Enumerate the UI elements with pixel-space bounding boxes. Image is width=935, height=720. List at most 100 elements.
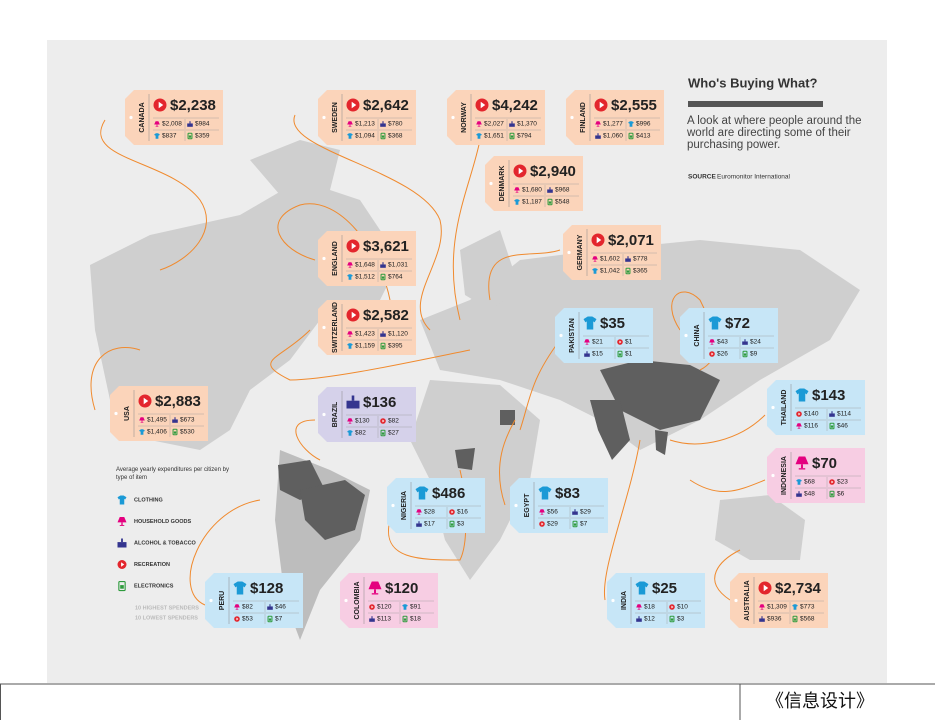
icon	[187, 132, 193, 140]
icon-lamp	[514, 187, 520, 191]
tag-hole	[734, 598, 738, 603]
icon-shirt	[708, 316, 722, 330]
tag-shape	[767, 380, 865, 435]
icon-screen	[830, 425, 834, 428]
icon-lamp	[795, 456, 809, 465]
tag-item-value: $530	[180, 429, 195, 436]
icon-bottles	[346, 400, 360, 409]
icon	[709, 351, 715, 357]
icon	[117, 517, 127, 526]
tag-total: $136	[363, 394, 396, 411]
icon-screen	[381, 432, 385, 435]
tag-item-value: $568	[800, 616, 815, 623]
icon	[346, 239, 360, 253]
tag-item-value: $936	[767, 616, 782, 623]
icon-bottles	[572, 511, 578, 515]
icon-lamp	[595, 121, 601, 125]
icon-lamp	[476, 121, 482, 125]
tag-shape	[555, 308, 653, 363]
tag: PERU $128 $82 $46 $53 $7	[205, 573, 303, 628]
icon-device	[118, 580, 126, 592]
icon-device	[628, 132, 634, 140]
icon-screen	[830, 493, 834, 496]
tag-hole	[451, 115, 455, 120]
tag-total: $2,734	[775, 580, 822, 597]
icon-screen	[510, 135, 514, 138]
icon-shirt	[402, 604, 408, 610]
icon-play	[158, 101, 164, 109]
icon-play	[518, 167, 524, 175]
tag-item-value: $2,027	[484, 121, 504, 128]
tag-hole	[129, 115, 133, 120]
tag-item-value: $6	[837, 491, 845, 498]
icon-neck	[761, 616, 763, 619]
tag-item-value: $673	[180, 417, 195, 424]
icon-shirt	[628, 121, 634, 127]
icon-lamp-foot	[348, 336, 352, 337]
icon-screen	[381, 345, 385, 348]
icon	[117, 560, 127, 569]
icon	[625, 267, 631, 275]
legend-item: RECREATION	[134, 562, 170, 568]
icon-lamp	[117, 517, 127, 523]
icon	[380, 429, 386, 437]
icon	[347, 274, 353, 280]
icon-shirt	[139, 429, 145, 435]
icon-lamp-foot	[348, 423, 352, 424]
icon	[708, 316, 722, 330]
icon-screen	[629, 135, 633, 138]
tag: SWEDEN $2,642 $1,213 $780 $1,094 $368	[318, 90, 416, 145]
icon-neck	[371, 616, 373, 619]
icon	[594, 98, 608, 112]
icon-bottles	[796, 493, 802, 497]
tag-item-value: $1,094	[355, 133, 375, 140]
icon-lamp-base	[597, 124, 599, 127]
icon-lamp-base	[516, 190, 518, 193]
tag-item-value: $837	[162, 133, 177, 140]
icon-bottles	[509, 123, 515, 127]
tag-item-value: $28	[424, 509, 435, 516]
icon-lamp-base	[156, 124, 158, 127]
icon	[539, 521, 545, 527]
icon	[617, 350, 623, 358]
tag-item-value: $140	[804, 411, 819, 418]
icon-lamp	[368, 581, 382, 590]
icon-screen	[573, 523, 577, 526]
icon-neck	[511, 121, 513, 124]
icon-bottles	[172, 419, 178, 423]
icon-shirt	[117, 495, 127, 505]
subtitle-box: A look at where people around the world …	[687, 115, 862, 151]
tag: BRAZIL $136 $130 $82 $82 $27	[318, 387, 416, 442]
icon-device	[172, 428, 178, 436]
tag-shape	[510, 478, 608, 533]
tag: NORWAY $4,242 $2,027 $1,370 $1,651 $794	[447, 90, 545, 145]
icon-neck	[189, 121, 191, 124]
icon	[509, 121, 515, 127]
tag-country: SWEDEN	[332, 102, 339, 133]
icon-shirt	[415, 486, 429, 500]
icon-screen	[626, 270, 630, 273]
icon-bottles	[267, 606, 273, 610]
icon-neck	[382, 331, 384, 334]
icon	[829, 490, 835, 498]
tag-country: BRAZIL	[332, 401, 339, 427]
tag-item-value: $764	[388, 274, 403, 281]
tag-item-value: $1	[625, 339, 633, 346]
tag-item-value: $9	[750, 351, 758, 358]
icon-lamp-foot	[155, 126, 159, 127]
tag-item-value: $29	[547, 521, 558, 528]
icon	[347, 121, 353, 127]
icon	[187, 121, 193, 127]
tag-item-value: $3	[677, 616, 685, 623]
legend-caption: Average yearly expenditures per citizen …	[116, 467, 229, 481]
tag-total: $2,883	[155, 393, 201, 410]
icon	[829, 422, 835, 430]
highlighted-countries	[278, 360, 720, 540]
icon-lamp-foot	[593, 261, 597, 262]
icon	[584, 351, 590, 357]
icon-lamp-foot	[119, 525, 125, 526]
icon-lamp-foot	[585, 344, 589, 345]
tag-item-value: $368	[388, 133, 403, 140]
legend-highest: 10 HIGHEST SPENDERS	[135, 605, 199, 611]
icon	[153, 98, 167, 112]
